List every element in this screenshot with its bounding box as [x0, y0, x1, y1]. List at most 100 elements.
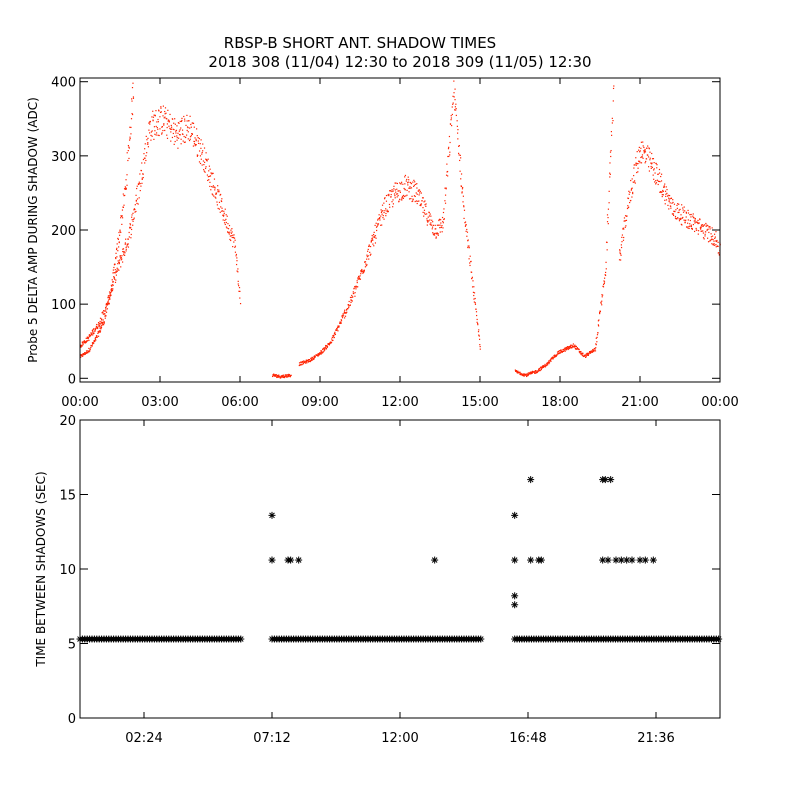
amplitude-point [305, 361, 308, 363]
interval-point [431, 556, 439, 564]
amplitude-point [163, 123, 165, 125]
amplitude-point [303, 360, 305, 362]
amplitude-point [637, 160, 640, 162]
amplitude-point [184, 120, 186, 122]
amplitude-point [388, 193, 390, 196]
amplitude-point [272, 375, 274, 377]
amplitude-point [462, 186, 464, 189]
amplitude-point [624, 226, 626, 228]
amplitude-point [105, 315, 107, 317]
amplitude-point [466, 228, 468, 231]
amplitude-point [701, 225, 703, 227]
amplitude-point [238, 287, 241, 289]
amplitude-point [111, 289, 113, 291]
amplitude-point [118, 269, 120, 271]
amplitude-point [167, 109, 169, 111]
amplitude-point [401, 197, 404, 199]
amplitude-point [348, 306, 350, 309]
amplitude-point [692, 223, 694, 226]
amplitude-point [715, 246, 717, 248]
amplitude-point [676, 218, 678, 220]
amplitude-point [520, 374, 522, 376]
amplitude-point [608, 202, 610, 204]
amplitude-point [230, 235, 232, 237]
amplitude-point [229, 238, 231, 241]
amplitude-point [546, 364, 549, 366]
amplitude-point [670, 197, 673, 199]
amplitude-point [398, 200, 400, 202]
amplitude-point [178, 137, 180, 139]
amplitude-point [408, 179, 410, 181]
amplitude-point [84, 342, 87, 344]
amplitude-point [697, 230, 700, 232]
amplitude-point [157, 134, 159, 136]
amplitude-point [116, 243, 118, 245]
amplitude-point [472, 291, 475, 293]
amplitude-point [702, 232, 704, 234]
amplitude-point [277, 375, 279, 377]
amplitude-point [680, 217, 682, 219]
amplitude-point [155, 110, 157, 112]
interval-y-axis-label: TIME BETWEEN SHADOWS (SEC) [34, 471, 48, 667]
amplitude-point [418, 189, 421, 191]
amplitude-point [104, 313, 106, 315]
amplitude-point [396, 193, 399, 195]
amplitude-point [133, 209, 135, 211]
amplitude-point [709, 226, 711, 228]
amplitude-point [180, 120, 183, 123]
amplitude-point [399, 198, 401, 200]
amplitude-point [543, 364, 545, 367]
amplitude-point [323, 348, 325, 350]
amplitude-point [126, 152, 128, 154]
amplitude-point [222, 215, 225, 217]
amplitude-point [190, 135, 192, 137]
amplitude-point [125, 187, 127, 189]
amplitude-point [449, 154, 451, 156]
amplitude-point [176, 139, 178, 141]
amplitude-point [165, 112, 167, 114]
amplitude-point [117, 268, 119, 270]
amplitude-point [634, 182, 636, 184]
interval-point [527, 476, 535, 484]
amplitude-point [205, 159, 208, 161]
amplitude-point [415, 200, 418, 202]
amplitude-point [113, 272, 115, 274]
amplitude-point [189, 127, 191, 129]
interval-point [607, 476, 615, 484]
amplitude-point [402, 197, 405, 199]
amplitude-point [359, 275, 361, 277]
amplitude-point [666, 192, 668, 194]
amplitude-point [283, 374, 285, 376]
amplitude-point [110, 291, 112, 294]
amplitude-point [423, 209, 426, 211]
amplitude-point [223, 214, 225, 216]
amplitude-point [432, 221, 434, 223]
amplitude-point [627, 197, 630, 200]
amplitude-point [154, 130, 156, 132]
amplitude-point [209, 185, 211, 188]
amplitude-point [320, 350, 323, 352]
amplitude-point [621, 241, 623, 243]
amplitude-point [697, 219, 699, 222]
amplitude-point [131, 98, 133, 100]
amplitude-point [101, 319, 103, 321]
amplitude-point [140, 170, 143, 172]
amplitude-point [384, 197, 386, 199]
amplitude-point [196, 128, 198, 130]
amplitude-point [683, 206, 685, 208]
amplitude-point [459, 170, 461, 172]
amplitude-point [318, 354, 320, 356]
amplitude-point [665, 195, 667, 198]
amplitude-point [85, 352, 87, 354]
amplitude-point [442, 211, 445, 214]
amplitude-point [313, 355, 316, 357]
amplitude-point [677, 203, 679, 205]
amplitude-point [667, 195, 669, 197]
amplitude-point [639, 160, 641, 162]
amplitude-point [585, 355, 587, 357]
amplitude-point [197, 140, 199, 142]
amplitude-point [155, 125, 157, 128]
amplitude-point [710, 233, 712, 235]
amplitude-point [138, 181, 140, 183]
amplitude-point [115, 257, 117, 260]
